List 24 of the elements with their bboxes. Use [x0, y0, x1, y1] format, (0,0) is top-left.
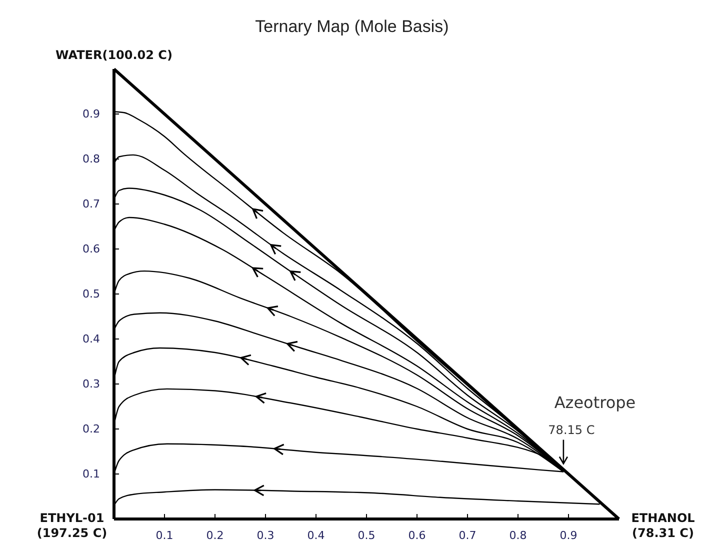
- x-tick-label: 0.3: [256, 528, 274, 541]
- y-tick-label: 0.8: [82, 152, 100, 166]
- y-tick-label: 0.1: [82, 468, 100, 481]
- y-tick-label: 0.3: [82, 378, 100, 391]
- x-tick-label: 0.4: [307, 528, 325, 541]
- y-tick-label: 0.7: [82, 198, 100, 211]
- text: WATER(100.02 C): [56, 48, 172, 62]
- x-tick-label: 0.7: [458, 528, 476, 541]
- y-tick-label: 0.2: [82, 422, 100, 436]
- y-tick-label: 0.6: [82, 242, 100, 256]
- y-tick-label: 0.5: [82, 288, 100, 301]
- x-tick-label: 0.8: [509, 528, 527, 541]
- y-tick-label: 0.9: [82, 108, 100, 121]
- x-tick-label: 0.6: [408, 528, 426, 541]
- x-tick-label: 0.9: [560, 528, 578, 541]
- chart-title: Ternary Map (Mole Basis): [255, 17, 449, 36]
- text: ETHANOL (78.31 C): [631, 511, 696, 540]
- x-tick-label: 0.2: [206, 528, 224, 541]
- x-tick-label: 0.5: [358, 528, 376, 541]
- text: ETHYL-01 (197.25 C): [36, 511, 108, 540]
- annotation: Azeotrope: [554, 393, 636, 412]
- annotation: 78.15 C: [548, 422, 595, 437]
- x-tick-label: 0.1: [156, 528, 174, 541]
- y-tick-label: 0.4: [82, 332, 100, 346]
